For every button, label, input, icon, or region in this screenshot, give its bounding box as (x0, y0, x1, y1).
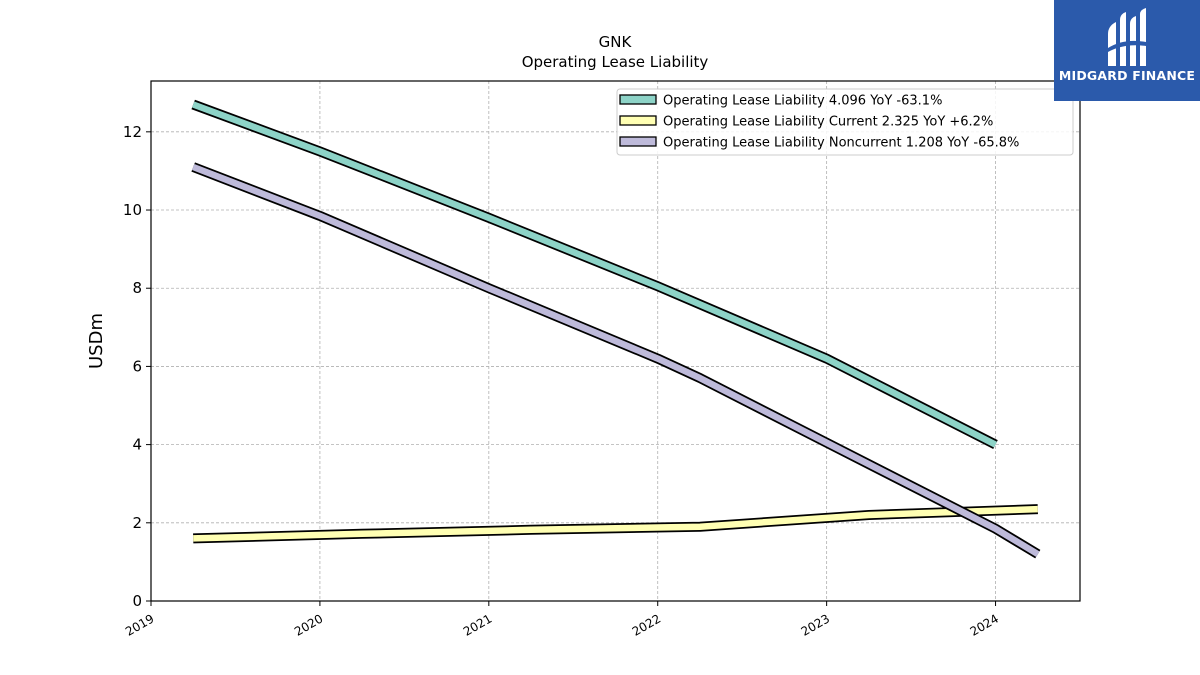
legend-swatch (619, 115, 657, 126)
grid-lines (151, 81, 1080, 601)
x-tick-label: 2020 (292, 611, 325, 638)
y-tick-label: 2 (132, 514, 142, 532)
legend-swatch (619, 94, 657, 105)
x-tick-label: 2022 (630, 611, 663, 638)
chart-subtitle: Operating Lease Liability (522, 53, 709, 71)
series-line-1 (193, 505, 1038, 542)
y-tick-label: 6 (132, 357, 142, 375)
y-tick-label: 0 (132, 592, 142, 610)
series-line-0 (192, 101, 997, 448)
y-tick-label: 8 (132, 279, 142, 297)
x-tick-label: 2019 (123, 611, 156, 638)
series-line-outline-0 (191, 99, 998, 450)
x-tick-label: 2021 (461, 611, 494, 638)
plot-frame (150, 80, 1081, 602)
logo-text: MIDGARD FINANCE (1058, 68, 1196, 83)
chart-title: GNK (599, 33, 633, 51)
brand-logo: MIDGARD FINANCE (1054, 0, 1200, 101)
series-layer (191, 99, 1041, 559)
legend-label: Operating Lease Liability Noncurrent 1.2… (663, 136, 1019, 151)
x-tick-label: 2023 (799, 611, 832, 638)
y-axis-label: USDm (86, 313, 107, 369)
y-tick-label: 10 (123, 201, 142, 219)
legend-swatch (619, 136, 657, 147)
legend-box (616, 88, 1074, 156)
legend: Operating Lease Liability 4.096 YoY -63.… (616, 88, 1074, 156)
y-tick-label: 12 (123, 123, 142, 141)
x-tick-label: 2024 (968, 611, 1001, 638)
y-tick-label: 4 (132, 436, 142, 454)
logo-mark-icon (1108, 8, 1146, 66)
legend-label: Operating Lease Liability Current 2.325 … (663, 115, 993, 130)
series-line-2 (192, 163, 1040, 557)
legend-label: Operating Lease Liability 4.096 YoY -63.… (663, 94, 942, 109)
